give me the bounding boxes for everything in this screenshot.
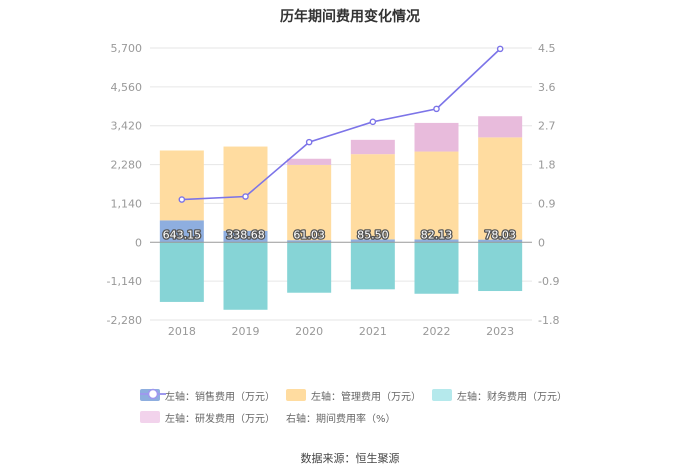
legend-item-expense-ratio[interactable]: 右轴：期间费用率（%）: [140, 388, 432, 425]
x-axis-tick-label: 2023: [486, 325, 514, 338]
bar-admin: [223, 146, 268, 231]
legend-label-expense-ratio: 右轴：期间费用率（%）: [286, 413, 396, 425]
chart-legend: 左轴：销售费用（万元） 左轴：管理费用（万元） 左轴：财务费用（万元） 左轴：研…: [140, 388, 580, 425]
ratio-point: [305, 138, 313, 146]
right-axis-tick-label: -1.8: [538, 314, 559, 327]
bar-sales: [478, 239, 523, 243]
bar-rd: [350, 139, 395, 155]
right-axis-tick-label: 0.9: [538, 197, 556, 210]
sales-data-label: 643.15: [163, 228, 202, 241]
left-axis-tick-label: 4,560: [111, 81, 143, 94]
sales-data-label: 61.03: [293, 228, 325, 241]
bar-finance: [159, 242, 204, 302]
bar-sales: [414, 239, 459, 243]
x-axis-tick-label: 2021: [359, 325, 387, 338]
ratio-point: [178, 196, 186, 203]
x-axis-tick-label: 2020: [295, 325, 323, 338]
bar-rd: [478, 116, 523, 138]
legend-label-sales: 左轴：销售费用（万元）: [165, 391, 275, 403]
bar-sales: [223, 230, 268, 243]
legend-label-finance: 左轴：财务费用（万元）: [457, 391, 567, 403]
x-axis-tick-label: 2022: [423, 325, 451, 338]
ratio-point: [369, 118, 377, 126]
bar-sales: [287, 240, 332, 243]
ratio-point: [242, 193, 249, 200]
left-axis-tick-label: 0: [135, 236, 142, 249]
left-axis-tick-label: 5,700: [111, 42, 143, 55]
right-axis-tick-label: 0: [538, 236, 545, 249]
legend-item-admin[interactable]: 左轴：管理费用（万元）: [286, 388, 432, 403]
legend-label-admin: 左轴：管理费用（万元）: [311, 391, 421, 403]
sales-data-label: 82.13: [421, 228, 453, 241]
x-axis-tick-label: 2018: [168, 325, 196, 338]
x-axis-tick-label: 2019: [232, 325, 260, 338]
chart-title: 历年期间费用变化情况: [280, 9, 420, 25]
bar-finance: [350, 242, 395, 290]
bar-rd: [287, 158, 332, 165]
left-axis-tick-label: 2,280: [111, 159, 143, 172]
sales-data-label: 338.68: [226, 228, 265, 241]
chart-plot: 5,700 4,560 3,420 2,280 1,140 0 -1,140 -2,280 4.…: [107, 42, 560, 338]
legend-swatch-admin: [286, 389, 306, 401]
right-axis-tick-label: 4.5: [538, 42, 556, 55]
bar-sales: [350, 239, 395, 243]
bar-admin: [287, 164, 332, 241]
right-axis-tick-label: 2.7: [538, 120, 556, 133]
left-axis-tick-label: 1,140: [111, 197, 143, 210]
legend-label-rd: 左轴：研发费用（万元）: [165, 413, 275, 425]
right-axis-tick-label: 3.6: [538, 81, 556, 94]
legend-item-finance[interactable]: 左轴：财务费用（万元）: [432, 388, 578, 403]
right-axis-tick-label: -0.9: [538, 275, 559, 288]
left-axis-tick-label: -2,280: [107, 314, 142, 327]
bar-sales: [159, 220, 204, 243]
left-axis-tick-label: -1,140: [107, 275, 142, 288]
ratio-point: [496, 45, 504, 53]
bar-rd: [414, 122, 459, 152]
ratio-point: [433, 105, 440, 113]
bar-admin: [159, 150, 204, 221]
sales-data-label: 78.03: [484, 228, 516, 241]
bar-admin: [478, 137, 523, 240]
data-source: 数据来源：恒生聚源: [300, 452, 400, 465]
bar-finance: [478, 242, 523, 292]
ratio-series-line: [181, 48, 501, 201]
left-axis-tick-label: 3,420: [111, 120, 143, 133]
legend-swatch-finance: [432, 389, 452, 401]
bar-finance: [223, 242, 268, 310]
legend-swatch-rd: [140, 411, 160, 423]
sales-data-label: 85.50: [357, 228, 389, 241]
legend-line-marker-icon: [140, 388, 166, 400]
bar-admin: [350, 154, 395, 240]
bar-finance: [414, 242, 459, 294]
legend-item-rd[interactable]: 左轴：研发费用（万元）: [140, 410, 286, 425]
bar-finance: [287, 242, 332, 293]
right-axis-tick-label: 1.8: [538, 159, 556, 172]
bar-admin: [414, 151, 459, 240]
